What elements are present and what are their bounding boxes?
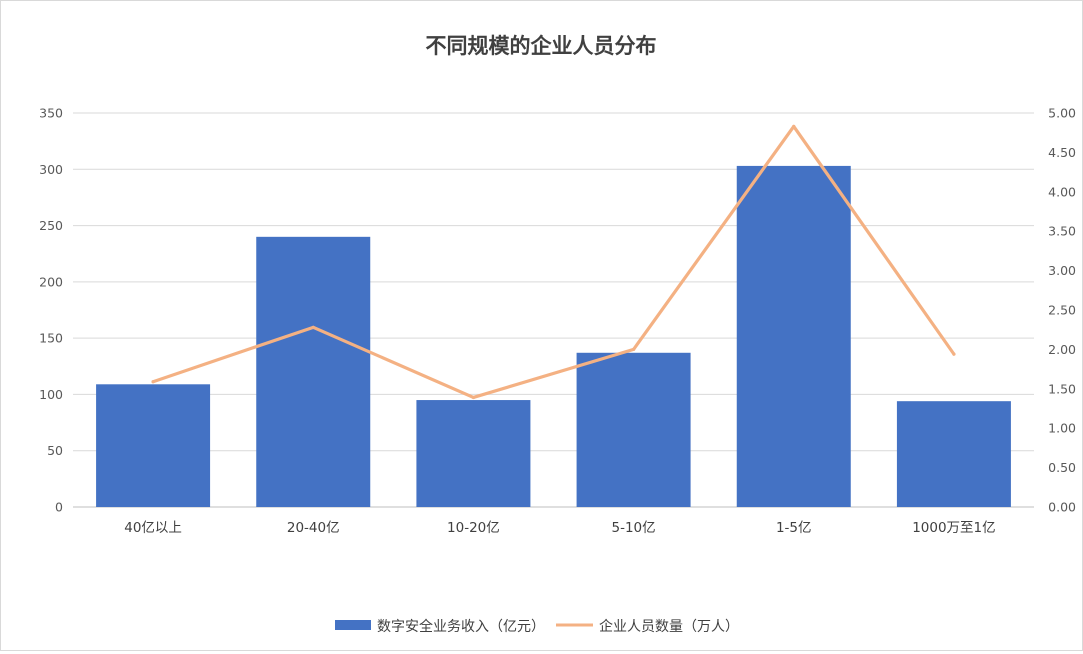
category-label: 1000万至1亿 <box>912 520 995 536</box>
bar <box>736 165 851 507</box>
chart-title: 不同规模的企业人员分布 <box>426 34 657 58</box>
left-axis-tick-label: 150 <box>39 331 63 346</box>
legend-label-bar: 数字安全业务收入（亿元） <box>377 618 545 635</box>
right-axis-tick-label: 2.00 <box>1048 342 1076 357</box>
line-series <box>151 124 956 400</box>
category-label: 5-10亿 <box>612 520 656 536</box>
series-line <box>151 124 956 400</box>
category-label: 1-5亿 <box>776 520 812 536</box>
bar <box>576 352 691 507</box>
category-labels: 40亿以上 20-40亿 10-20亿 5-10亿 1-5亿 1000万至1亿 <box>124 520 995 536</box>
bar <box>96 384 211 507</box>
legend: 数字安全业务收入（亿元） 企业人员数量（万人） <box>335 618 739 635</box>
right-axis-tick-label: 4.00 <box>1048 184 1076 199</box>
legend-swatch-bar <box>335 620 371 630</box>
bar <box>416 400 531 507</box>
gridlines <box>73 112 1034 508</box>
line-point <box>952 352 956 356</box>
line-point <box>311 325 315 329</box>
bar-series <box>96 165 1011 508</box>
left-axis-tick-label: 0 <box>55 500 63 515</box>
left-axis-tick-label: 250 <box>39 218 63 233</box>
right-axis-tick-label: 1.50 <box>1048 381 1076 396</box>
line-point <box>792 124 796 128</box>
category-label: 10-20亿 <box>447 520 500 536</box>
left-axis-tick-label: 200 <box>39 274 63 289</box>
category-label: 20-40亿 <box>287 520 340 536</box>
line-point <box>631 347 636 351</box>
right-axis-tick-label: 3.00 <box>1048 263 1076 278</box>
line-point <box>471 395 476 400</box>
right-axis-tick-label: 0.50 <box>1048 460 1076 475</box>
right-axis-tick-label: 1.00 <box>1048 421 1076 436</box>
right-axis-tick-label: 2.50 <box>1048 303 1076 318</box>
right-axis-tick-label: 0.00 <box>1048 500 1076 515</box>
left-axis-tick-label: 300 <box>39 162 63 177</box>
right-axis-ticks: 0.00 0.50 1.00 1.50 2.00 2.50 3.00 3.50 4.00 4.50… <box>1048 106 1076 515</box>
right-axis-tick-label: 4.50 <box>1048 145 1076 160</box>
bar <box>896 401 1011 507</box>
line-point <box>151 380 155 384</box>
bar <box>256 236 371 508</box>
right-axis-tick-label: 3.50 <box>1048 224 1076 239</box>
left-axis-tick-label: 50 <box>47 443 63 458</box>
right-axis-tick-label: 5.00 <box>1048 106 1076 121</box>
left-axis-ticks: 0 50 100 150 200 250 300 350 <box>39 106 63 515</box>
left-axis-tick-label: 100 <box>39 387 63 402</box>
legend-label-line: 企业人员数量（万人） <box>599 618 739 635</box>
category-label: 40亿以上 <box>124 520 182 536</box>
left-axis-tick-label: 350 <box>39 106 63 121</box>
